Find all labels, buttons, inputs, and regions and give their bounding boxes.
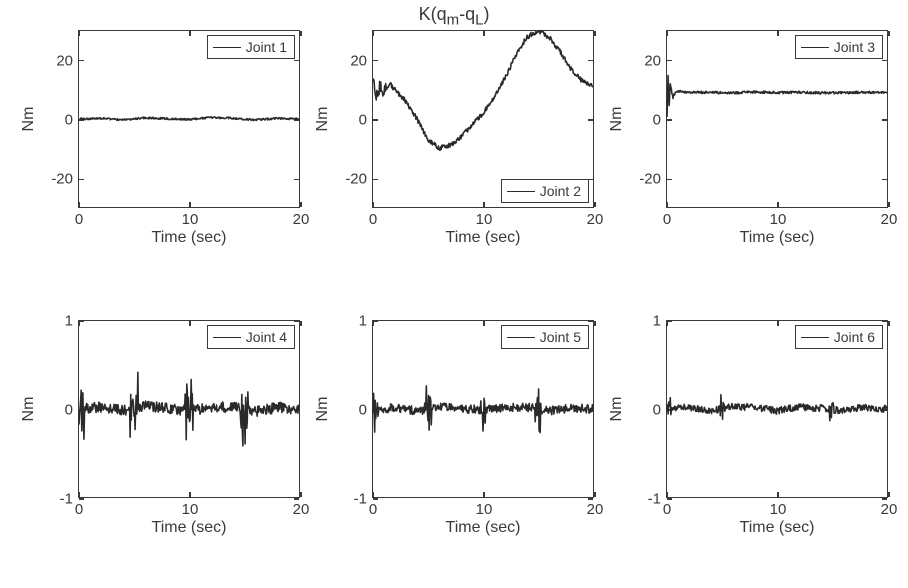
legend-line-icon xyxy=(801,47,829,48)
legend-line-icon xyxy=(507,191,535,192)
ytick-label: 0 xyxy=(65,402,73,419)
xtick-label: 0 xyxy=(75,501,83,518)
xlabel: Time (sec) xyxy=(152,519,227,537)
xtick-label: 0 xyxy=(369,211,377,228)
legend: Joint 6 xyxy=(795,325,883,349)
legend-label: Joint 3 xyxy=(834,39,875,55)
ytick-label: 0 xyxy=(65,112,73,129)
xlabel: Time (sec) xyxy=(740,519,815,537)
xtick-label: 20 xyxy=(881,501,898,518)
ytick-label: -1 xyxy=(648,491,661,508)
ytick-label: 20 xyxy=(644,52,661,69)
plot-area: -10101020NmTime (sec)Joint 5 xyxy=(372,320,594,498)
ytick-label: 0 xyxy=(359,112,367,129)
xlabel: Time (sec) xyxy=(152,229,227,247)
ylabel: Nm xyxy=(20,107,38,132)
ylabel: Nm xyxy=(608,107,626,132)
ytick-label: 0 xyxy=(359,402,367,419)
ytick-label: 0 xyxy=(653,402,661,419)
xtick-label: 20 xyxy=(881,211,898,228)
ytick-label: 20 xyxy=(350,52,367,69)
figure-title: K(qm-qL) xyxy=(0,4,908,29)
ytick-label: -1 xyxy=(60,491,73,508)
ytick-label: 1 xyxy=(65,313,73,330)
ytick-label: -20 xyxy=(639,171,661,188)
ytick-label: -1 xyxy=(354,491,367,508)
xtick-label: 10 xyxy=(182,211,199,228)
xtick-label: 0 xyxy=(369,501,377,518)
xlabel: Time (sec) xyxy=(740,229,815,247)
ytick-label: 20 xyxy=(56,52,73,69)
plot-area: -10101020NmTime (sec)Joint 6 xyxy=(666,320,888,498)
ytick-label: 1 xyxy=(653,313,661,330)
legend-line-icon xyxy=(507,337,535,338)
xtick-label: 10 xyxy=(476,501,493,518)
legend-label: Joint 5 xyxy=(540,329,581,345)
ylabel: Nm xyxy=(20,397,38,422)
legend-label: Joint 2 xyxy=(540,183,581,199)
xtick-label: 0 xyxy=(663,211,671,228)
xtick-label: 10 xyxy=(770,501,787,518)
plot-area: -2002001020NmTime (sec)Joint 2 xyxy=(372,30,594,208)
xlabel: Time (sec) xyxy=(446,519,521,537)
legend-line-icon xyxy=(213,337,241,338)
xtick-label: 20 xyxy=(587,501,604,518)
legend-label: Joint 6 xyxy=(834,329,875,345)
legend: Joint 1 xyxy=(207,35,295,59)
xtick-label: 20 xyxy=(293,211,310,228)
subplot-j3: -2002001020NmTime (sec)Joint 3 xyxy=(666,30,888,208)
figure: K(qm-qL) -2002001020NmTime (sec)Joint 1-… xyxy=(0,0,908,588)
ytick-label: -20 xyxy=(51,171,73,188)
xtick-label: 0 xyxy=(75,211,83,228)
subplot-j1: -2002001020NmTime (sec)Joint 1 xyxy=(78,30,300,208)
subplot-j4: -10101020NmTime (sec)Joint 4 xyxy=(78,320,300,498)
subplot-j6: -10101020NmTime (sec)Joint 6 xyxy=(666,320,888,498)
plot-area: -2002001020NmTime (sec)Joint 1 xyxy=(78,30,300,208)
plot-area: -10101020NmTime (sec)Joint 4 xyxy=(78,320,300,498)
legend: Joint 5 xyxy=(501,325,589,349)
xtick-label: 20 xyxy=(293,501,310,518)
legend-line-icon xyxy=(213,47,241,48)
xtick-label: 10 xyxy=(182,501,199,518)
xtick-label: 10 xyxy=(770,211,787,228)
ylabel: Nm xyxy=(314,397,332,422)
ylabel: Nm xyxy=(608,397,626,422)
ytick-label: -20 xyxy=(345,171,367,188)
subplot-j5: -10101020NmTime (sec)Joint 5 xyxy=(372,320,594,498)
title-text: K(qm-qL) xyxy=(419,4,490,24)
xtick-label: 0 xyxy=(663,501,671,518)
xtick-label: 20 xyxy=(587,211,604,228)
ytick-label: 1 xyxy=(359,313,367,330)
xtick-label: 10 xyxy=(476,211,493,228)
ytick-label: 0 xyxy=(653,112,661,129)
legend: Joint 3 xyxy=(795,35,883,59)
legend-line-icon xyxy=(801,337,829,338)
legend-label: Joint 1 xyxy=(246,39,287,55)
legend: Joint 2 xyxy=(501,179,589,203)
xlabel: Time (sec) xyxy=(446,229,521,247)
subplot-j2: -2002001020NmTime (sec)Joint 2 xyxy=(372,30,594,208)
ylabel: Nm xyxy=(314,107,332,132)
plot-area: -2002001020NmTime (sec)Joint 3 xyxy=(666,30,888,208)
legend-label: Joint 4 xyxy=(246,329,287,345)
legend: Joint 4 xyxy=(207,325,295,349)
